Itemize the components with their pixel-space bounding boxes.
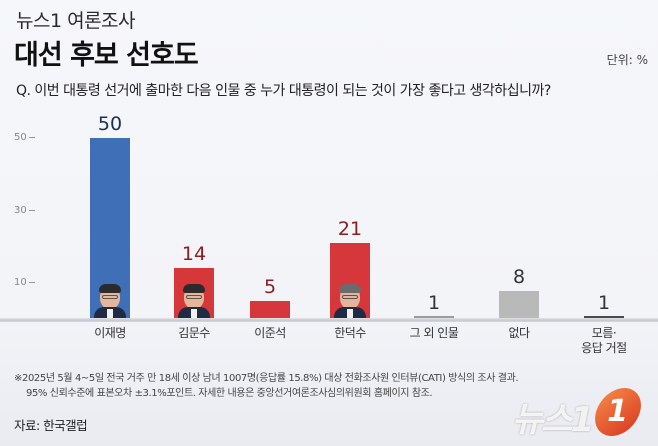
x-axis-baseline	[0, 318, 658, 322]
bar-lee-jaemyung	[90, 138, 130, 319]
brand-title: 뉴스1 여론조사	[16, 10, 136, 32]
news1-watermark-logo: 1 뉴스1	[512, 388, 647, 440]
bar-kim-moonsoo	[174, 268, 214, 319]
unit-label: 단위: %	[606, 53, 648, 67]
bar-none	[499, 291, 539, 319]
footnote: ※2025년 5월 4~5일 전국 거주 만 18세 이상 남녀 1007명(응…	[14, 373, 519, 399]
bar-value: 21	[337, 218, 363, 240]
bar-han-ducksoo	[330, 243, 370, 319]
bar-value: 50	[97, 113, 123, 135]
category-label: 이준석	[254, 326, 286, 340]
bar-value: 14	[181, 243, 207, 265]
y-tick-10: 10	[14, 277, 40, 288]
y-tick-50: 50	[14, 132, 40, 143]
bar-dont-know	[584, 316, 624, 319]
bar-value: 8	[512, 266, 526, 288]
source-label: 자료: 한국갤럽	[14, 418, 88, 433]
category-label: 김문수	[178, 326, 210, 340]
category-label: 한덕수	[334, 326, 366, 340]
category-label: 그 외 인물	[409, 326, 459, 340]
chart-title: 대선 후보 선호도	[14, 40, 199, 71]
bar-value: 1	[427, 292, 441, 314]
survey-question: Q. 이번 대통령 선거에 출마한 다음 인물 중 누가 대통령이 되는 것이 …	[16, 83, 551, 99]
category-label: 모름· 응답 거절	[581, 326, 627, 355]
bar-lee-junseok	[250, 301, 290, 319]
category-label: 없다	[508, 326, 530, 340]
candidate-photo	[94, 284, 126, 319]
candidate-photo	[334, 284, 366, 319]
bar-value: 1	[597, 292, 611, 314]
y-tick-30: 30	[14, 205, 40, 216]
bar-others	[414, 316, 454, 319]
candidate-photo	[178, 284, 210, 319]
category-label: 이재명	[94, 326, 126, 340]
bar-value: 5	[263, 276, 277, 298]
